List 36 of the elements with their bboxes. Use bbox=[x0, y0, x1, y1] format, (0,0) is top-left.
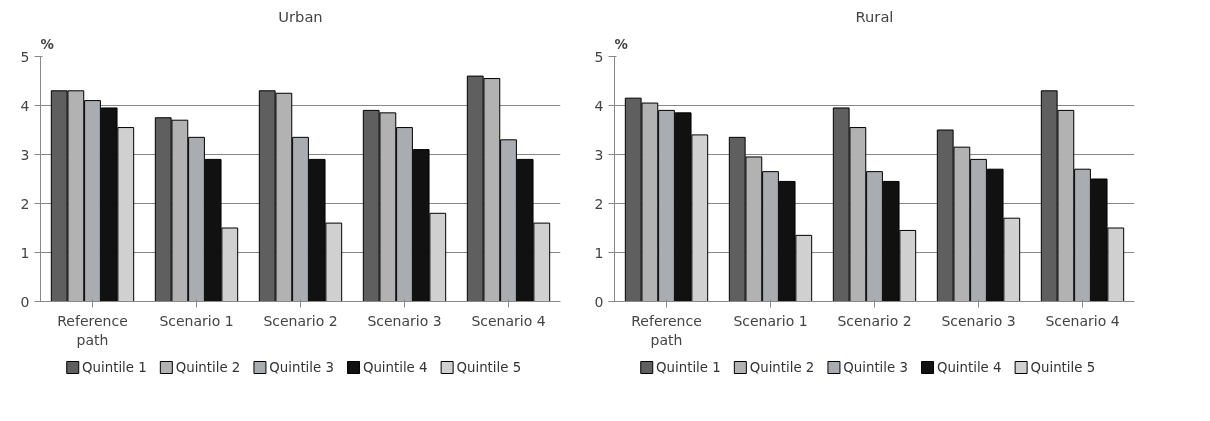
y-tick-label: 2 bbox=[594, 195, 604, 212]
y-tick-label: 4 bbox=[20, 97, 30, 114]
legend-label: Quintile 2 bbox=[749, 360, 815, 375]
y-tick-label: 0 bbox=[20, 293, 30, 310]
legend-label: Quintile 1 bbox=[656, 360, 721, 375]
y-tick-label: 5 bbox=[20, 48, 30, 65]
legend-label: Quintile 5 bbox=[456, 360, 522, 375]
x-tick-label: Scenario 4 bbox=[471, 312, 546, 329]
x-tick-label: Scenario 3 bbox=[941, 312, 1016, 329]
legend-label: Quintile 1 bbox=[82, 360, 147, 375]
x-tick-label: Reference path bbox=[57, 312, 128, 348]
legend-label: Quintile 4 bbox=[362, 360, 428, 375]
legend-label: Quintile 5 bbox=[1030, 360, 1096, 375]
y-axis-title: % bbox=[614, 36, 628, 52]
x-tick-label: Scenario 2 bbox=[263, 312, 338, 329]
y-tick-label: 5 bbox=[594, 48, 604, 65]
y-tick-label: 1 bbox=[20, 244, 30, 261]
y-axis-title: % bbox=[40, 36, 54, 52]
chart-title: Rural bbox=[855, 7, 894, 25]
legend-label: Quintile 4 bbox=[936, 360, 1002, 375]
x-tick-label: Scenario 1 bbox=[733, 312, 808, 329]
x-tick-label: Scenario 2 bbox=[837, 312, 912, 329]
chart-title: Urban bbox=[278, 7, 323, 25]
y-tick-label: 0 bbox=[594, 293, 604, 310]
legend-label: Quintile 3 bbox=[269, 360, 334, 375]
y-tick-label: 3 bbox=[594, 146, 604, 163]
x-tick-label: Reference path bbox=[631, 312, 702, 348]
y-tick-label: 4 bbox=[594, 97, 604, 114]
y-tick-label: 1 bbox=[594, 244, 604, 261]
x-tick-label: Scenario 4 bbox=[1045, 312, 1120, 329]
legend-label: Quintile 3 bbox=[843, 360, 908, 375]
x-tick-label: Scenario 1 bbox=[159, 312, 234, 329]
y-tick-label: 3 bbox=[20, 146, 30, 163]
x-tick-label: Scenario 3 bbox=[367, 312, 442, 329]
y-tick-label: 2 bbox=[20, 195, 30, 212]
legend-label: Quintile 2 bbox=[175, 360, 241, 375]
